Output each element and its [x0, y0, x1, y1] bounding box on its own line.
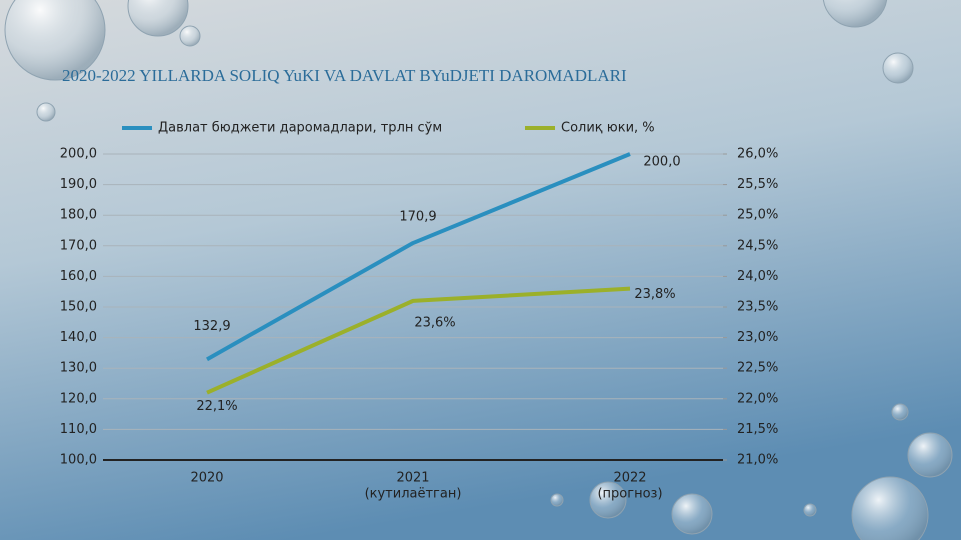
y2-tick-label: 25,5%	[737, 177, 778, 192]
data-label: 200,0	[643, 155, 680, 170]
y-tick-label: 150,0	[60, 300, 97, 315]
y2-tick-label: 25,0%	[737, 208, 778, 223]
y-tick-label: 160,0	[60, 269, 97, 284]
data-label: 170,9	[399, 210, 436, 225]
y2-tick-label: 22,0%	[737, 391, 778, 406]
y-tick-label: 190,0	[60, 177, 97, 192]
legend-label: Солиқ юки, %	[561, 121, 655, 136]
data-label: 23,6%	[414, 315, 455, 330]
y2-tick-label: 21,0%	[737, 453, 778, 468]
y2-tick-label: 22,5%	[737, 361, 778, 376]
y2-tick-label: 23,0%	[737, 330, 778, 345]
series-line	[206, 152, 631, 362]
y-tick-label: 170,0	[60, 238, 97, 253]
series-line	[206, 286, 631, 395]
y-tick-label: 130,0	[60, 361, 97, 376]
legend-label: Давлат бюджети даромадлари, трлн сўм	[158, 121, 442, 136]
data-label: 132,9	[193, 319, 230, 334]
y2-tick-label: 23,5%	[737, 300, 778, 315]
y-tick-label: 200,0	[60, 147, 97, 162]
y-tick-label: 100,0	[60, 453, 97, 468]
y-tick-label: 180,0	[60, 208, 97, 223]
x-tick-label: 2021	[396, 471, 429, 486]
decor-drops	[4, 0, 953, 540]
y-tick-label: 110,0	[60, 422, 97, 437]
x-tick-note: (кутилаётган)	[365, 487, 462, 502]
x-tick-label: 2022	[613, 471, 646, 486]
y2-tick-label: 21,5%	[737, 422, 778, 437]
data-label: 22,1%	[196, 399, 237, 414]
x-tick-label: 2020	[190, 471, 223, 486]
y2-tick-label: 24,0%	[737, 269, 778, 284]
y2-tick-label: 24,5%	[737, 238, 778, 253]
y2-tick-label: 26,0%	[737, 147, 778, 162]
chart-title: 2020-2022 YILLARDA SOLIQ YuKI VA DAVLAT …	[62, 66, 627, 85]
y-tick-label: 140,0	[60, 330, 97, 345]
y-tick-label: 120,0	[60, 391, 97, 406]
x-tick-note: (прогноз)	[597, 487, 662, 502]
data-label: 23,8%	[634, 287, 675, 302]
